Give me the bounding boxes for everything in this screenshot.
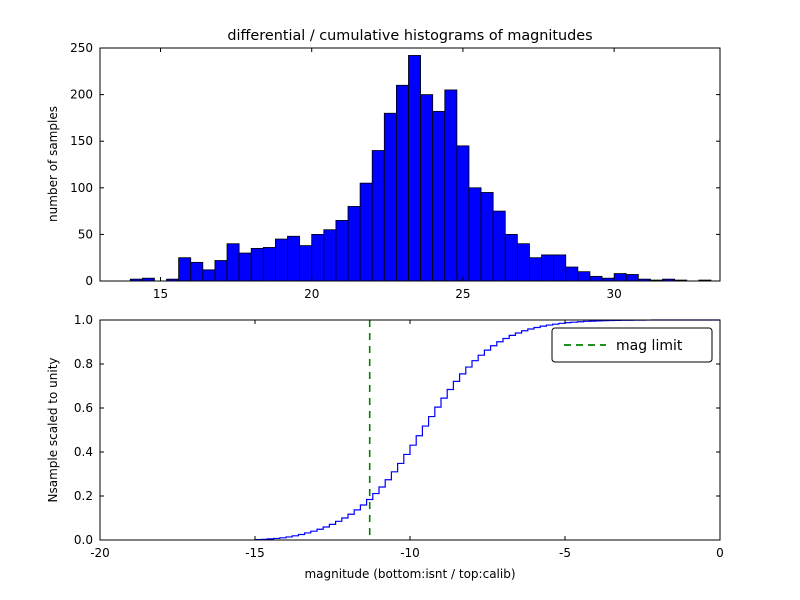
- x-tick-label: 25: [455, 287, 470, 301]
- hist-bar: [408, 55, 421, 282]
- hist-bar: [529, 257, 542, 282]
- hist-bar: [468, 187, 482, 282]
- hist-bar: [444, 89, 458, 282]
- y-tick-label: 0: [85, 274, 93, 288]
- subplot-cumulative: -20 -15 -10 -5 0 0.0 0.2 0.4 0.6 0.8 1.0: [74, 313, 724, 560]
- top-ylabel: number of samples: [46, 106, 60, 222]
- axes-frame: [99, 47, 721, 282]
- hist-bar: [492, 210, 506, 282]
- histogram-bars: [129, 55, 712, 282]
- x-axis-label: magnitude (bottom:isnt / top:calib): [304, 567, 515, 581]
- y-tick-label: 0.2: [74, 489, 93, 503]
- hist-bar: [613, 273, 627, 282]
- x-tick-label: 15: [153, 287, 168, 301]
- legend-box: [551, 327, 713, 363]
- hist-bar: [275, 238, 288, 282]
- hist-bar: [202, 269, 216, 282]
- x-tick-label: -15: [245, 546, 265, 560]
- hist-bar: [359, 182, 373, 282]
- y-tick-label: 50: [78, 227, 93, 241]
- y-tick-label: 0.4: [74, 445, 93, 459]
- x-tick-label: 30: [607, 287, 622, 301]
- hist-bar: [347, 206, 361, 282]
- hist-bar: [516, 243, 530, 282]
- x-tick-label: -5: [559, 546, 571, 560]
- hist-bar: [287, 235, 301, 282]
- generated-chart-layers: 15 20 25 30 0 50 100 150 200 250 -20 -15 -10 -5 0 0.0 0.…: [70, 41, 724, 560]
- cumulative-step-line: [255, 319, 720, 541]
- y-tick-label: 250: [70, 41, 93, 55]
- hist-bar: [226, 243, 240, 282]
- hist-bar: [299, 245, 313, 282]
- hist-bar: [214, 260, 228, 282]
- hist-bar: [190, 261, 204, 282]
- hist-bar: [311, 233, 325, 282]
- hist-bar: [371, 150, 385, 282]
- y-tick-label: 100: [70, 181, 93, 195]
- y-tick-label: 0.6: [74, 401, 93, 415]
- hist-bar: [565, 266, 579, 282]
- hist-bar: [335, 220, 349, 282]
- y-tick-label: 150: [70, 134, 93, 148]
- y-tick-label: 0.8: [74, 357, 93, 371]
- hist-bar: [480, 192, 494, 282]
- y-tick-label: 0.0: [74, 533, 93, 547]
- hist-bar: [178, 257, 192, 282]
- subplot-histogram: 15 20 25 30 0 50 100 150 200 250: [70, 41, 721, 301]
- hist-bar: [238, 252, 252, 282]
- hist-bar: [250, 247, 264, 282]
- hist-bar: [504, 233, 518, 282]
- legend-label: mag limit: [616, 338, 683, 354]
- hist-bar: [589, 275, 603, 282]
- x-tick-label: 0: [716, 546, 724, 560]
- hist-bar: [383, 112, 397, 282]
- figure-title: differential / cumulative histograms of …: [227, 28, 592, 44]
- x-tick-label: 20: [304, 287, 319, 301]
- hist-bar: [395, 84, 409, 282]
- hist-bar: [432, 110, 446, 282]
- x-tick-label: -20: [90, 546, 110, 560]
- hist-bar: [577, 271, 591, 282]
- hist-bar: [625, 274, 639, 282]
- y-tick-label: 200: [70, 88, 93, 102]
- x-tick-label: -10: [400, 546, 420, 560]
- hist-bar: [541, 254, 555, 282]
- legend: mag limit: [551, 327, 713, 363]
- hist-bar: [420, 94, 434, 282]
- hist-bar: [553, 254, 567, 282]
- y-tick-label: 1.0: [74, 313, 93, 327]
- bottom-ylabel: Nsample scaled to unity: [46, 358, 60, 503]
- hist-bar: [456, 145, 470, 282]
- hist-bar: [262, 247, 276, 282]
- hist-bar: [323, 229, 337, 282]
